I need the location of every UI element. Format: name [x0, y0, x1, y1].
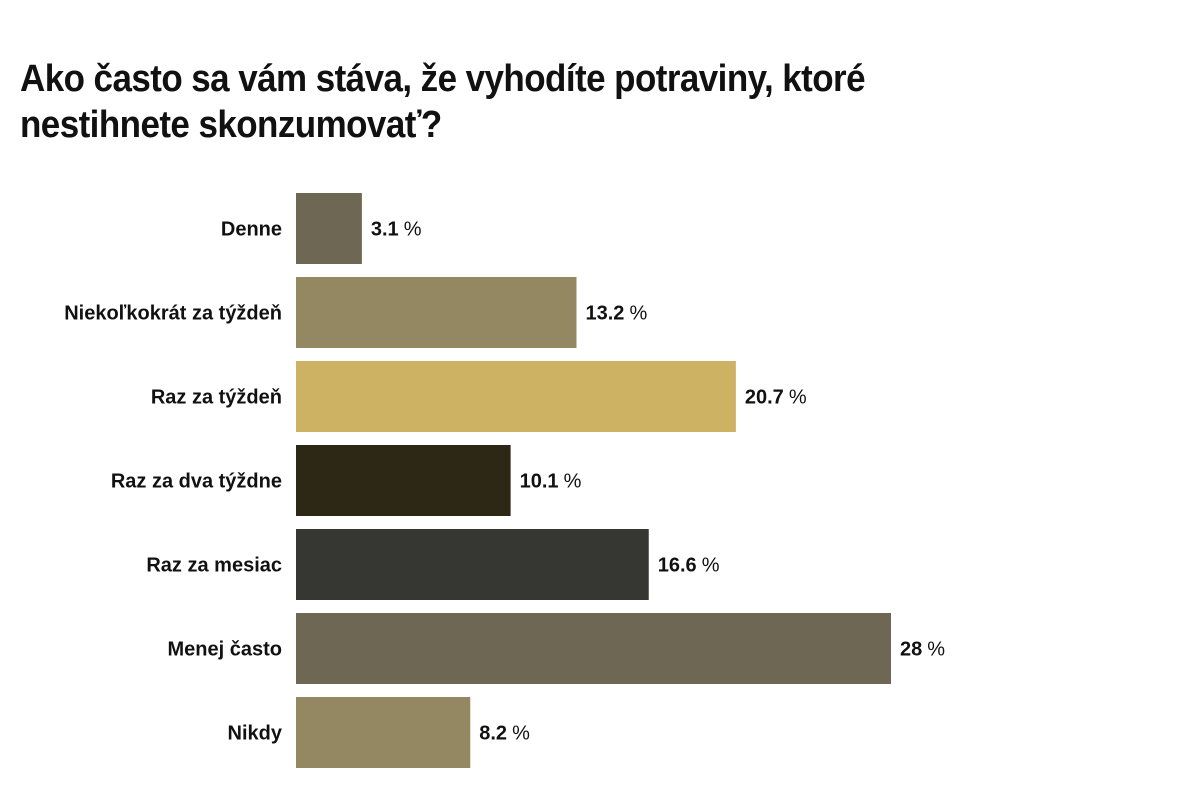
category-label: Nikdy — [228, 723, 283, 745]
value-number: 3.1 — [371, 219, 399, 241]
value-number: 10.1 — [520, 471, 559, 493]
category-label: Niekoľkokrát za týždeň — [64, 303, 282, 325]
value-label: 16.6% — [658, 555, 720, 577]
value-unit: % — [789, 387, 807, 409]
value-label: 20.7% — [745, 387, 807, 409]
value-unit: % — [927, 639, 945, 661]
bar-row: Menej často 28% — [168, 613, 945, 684]
category-label: Denne — [221, 219, 282, 241]
bar — [296, 193, 362, 264]
bar — [296, 697, 471, 768]
value-unit: % — [564, 471, 582, 493]
category-label: Raz za mesiac — [146, 555, 282, 577]
value-label: 28% — [900, 639, 945, 661]
value-unit: % — [404, 219, 422, 241]
bar-row: Raz za dva týždne 10.1% — [111, 445, 582, 516]
bar — [296, 445, 511, 516]
value-label: 3.1% — [371, 219, 422, 241]
value-label: 10.1% — [520, 471, 582, 493]
bar — [296, 613, 891, 684]
value-unit: % — [629, 303, 647, 325]
bars-layer: Denne 3.1 %Niekoľkokrát za týždeň 13.2 %Raz … — [64, 193, 945, 768]
bar-row: Raz za týždeň 20.7% — [151, 361, 807, 432]
bar-row: Nikdy 8.2% — [228, 697, 530, 768]
bar-row: Denne 3.1% — [221, 193, 422, 264]
category-label: Menej často — [168, 639, 282, 661]
value-number: 28 — [900, 639, 922, 661]
bar — [296, 277, 577, 348]
value-unit: % — [702, 555, 720, 577]
bar — [296, 361, 736, 432]
bar — [296, 529, 649, 600]
category-label: Raz za týždeň — [151, 387, 282, 409]
value-label: 8.2% — [479, 723, 530, 745]
value-number: 8.2 — [479, 723, 507, 745]
value-unit: % — [512, 723, 530, 745]
value-number: 16.6 — [658, 555, 697, 577]
category-label: Raz za dva týždne — [111, 471, 282, 493]
bar-row: Raz za mesiac 16.6% — [146, 529, 720, 600]
bar-row: Niekoľkokrát za týždeň 13.2% — [64, 277, 647, 348]
chart-title: Ako často sa vám stáva, že vyhodíte potr… — [20, 58, 866, 146]
value-number: 13.2 — [586, 303, 625, 325]
value-label: 13.2% — [586, 303, 648, 325]
value-number: 20.7 — [745, 387, 784, 409]
